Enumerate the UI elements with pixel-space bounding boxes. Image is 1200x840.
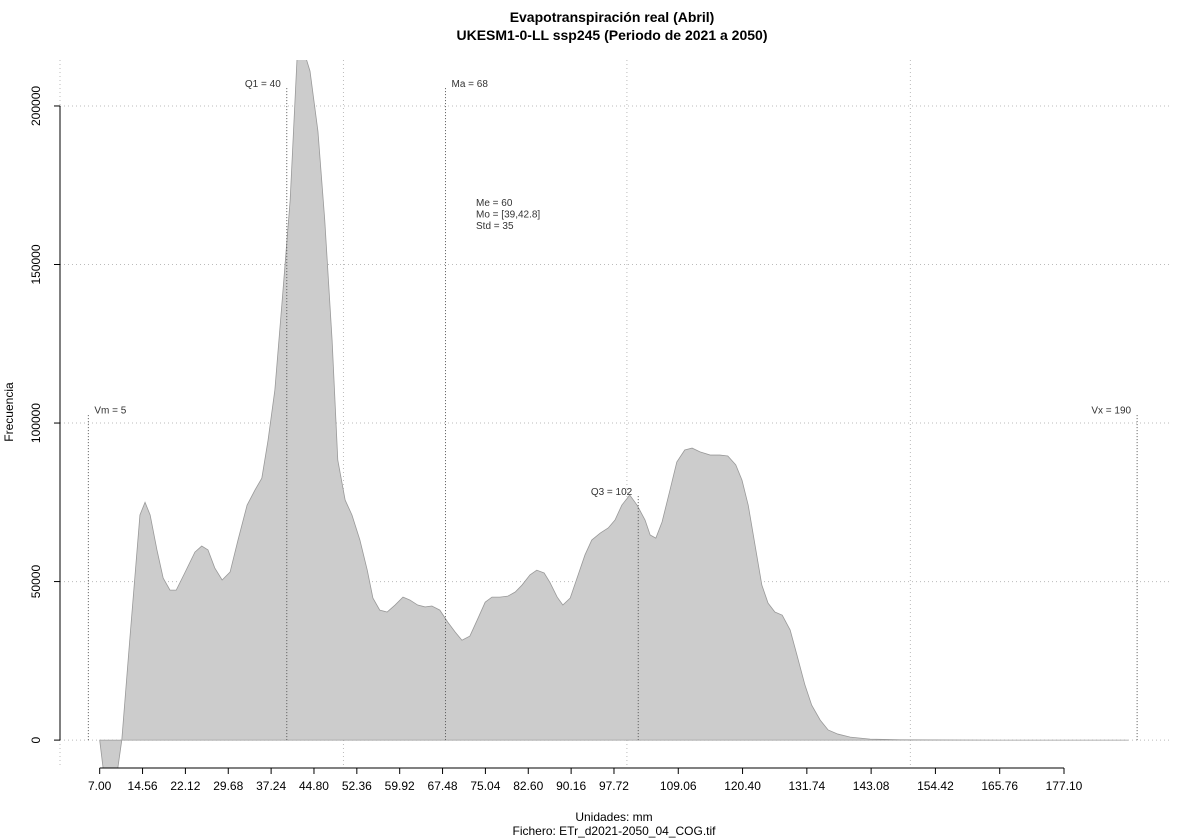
- x-tick-label: 29.68: [213, 779, 243, 793]
- y-tick-label: 0: [29, 736, 43, 743]
- x-tick-label: 143.08: [853, 779, 890, 793]
- reference-label: Q1 = 40: [245, 79, 281, 90]
- reference-label: Vx = 190: [1091, 406, 1131, 417]
- x-tick-label: 97.72: [599, 779, 629, 793]
- x-tick-label: 177.10: [1046, 779, 1083, 793]
- x-tick-label: 75.04: [470, 779, 500, 793]
- x-axis-label: Unidades: mm: [575, 810, 652, 824]
- reference-label: Vm = 5: [94, 406, 126, 417]
- y-tick-label: 100000: [29, 403, 43, 443]
- x-tick-label: 90.16: [556, 779, 586, 793]
- x-tick-label: 131.74: [788, 779, 825, 793]
- x-tick-label: 109.06: [660, 779, 697, 793]
- x-tick-label: 22.12: [170, 779, 200, 793]
- y-tick-label: 50000: [29, 565, 43, 599]
- reference-label: Q3 = 102: [591, 487, 633, 498]
- x-tick-label: 120.40: [724, 779, 761, 793]
- stat-text: Me = 60: [476, 198, 513, 209]
- y-axis-label: Frecuencia: [2, 382, 16, 442]
- x-tick-label: 59.92: [385, 779, 415, 793]
- x-tick-label: 14.56: [128, 779, 158, 793]
- y-tick-label: 150000: [29, 244, 43, 284]
- caption: Fichero: ETr_d2021-2050_04_COG.tif: [513, 824, 717, 838]
- stat-text: Mo = [39,42.8]: [476, 210, 540, 221]
- density-area: [99, 60, 1129, 768]
- x-tick-label: 52.36: [342, 779, 372, 793]
- chart-title: Evapotranspiración real (Abril): [510, 9, 715, 25]
- x-tick-label: 165.76: [981, 779, 1018, 793]
- plot-area: [99, 60, 1129, 768]
- y-tick-label: 200000: [29, 86, 43, 126]
- x-tick-label: 7.00: [88, 779, 112, 793]
- stat-text: Std = 35: [476, 221, 514, 232]
- chart-subtitle: UKESM1-0-LL ssp245 (Periodo de 2021 a 20…: [457, 27, 768, 43]
- x-tick-label: 82.60: [513, 779, 543, 793]
- x-tick-label: 154.42: [917, 779, 954, 793]
- x-tick-label: 37.24: [256, 779, 286, 793]
- x-tick-label: 67.48: [428, 779, 458, 793]
- x-tick-label: 44.80: [299, 779, 329, 793]
- reference-label: Ma = 68: [451, 79, 488, 90]
